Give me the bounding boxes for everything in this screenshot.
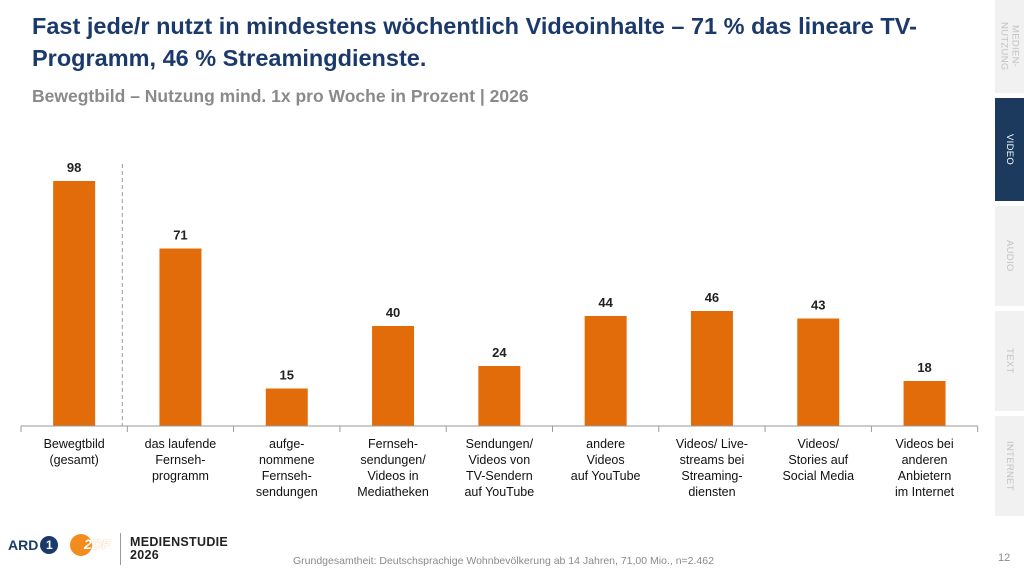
- nav-tab-label: MEDIEN- NUTZUNG: [998, 22, 1021, 71]
- nav-tab-label: INTERNET: [1004, 441, 1015, 491]
- bar: [797, 318, 840, 426]
- nav-tab-video[interactable]: VIDEO: [995, 98, 1024, 201]
- zdf-logo: 2DF: [70, 533, 110, 557]
- category-label: Sendungen/Videos von TV-Sendern auf YouTub…: [464, 437, 534, 499]
- data-label: 98: [67, 160, 81, 175]
- bar: [584, 316, 627, 426]
- data-label: 46: [705, 290, 719, 305]
- ard-logo-text: ARD: [8, 537, 39, 553]
- nav-tab-label: TEXT: [1004, 348, 1015, 374]
- data-label: 24: [492, 345, 507, 360]
- page-number: 12: [998, 552, 1011, 564]
- category-label: Videos bei anderen Anbietern im Internet: [895, 437, 955, 499]
- data-label: 43: [811, 298, 825, 313]
- brand-label: MEDIENSTUDIE 2026: [130, 536, 228, 562]
- category-label: Bewegtbild (gesamt): [44, 437, 105, 467]
- nav-tab-label: AUDIO: [1004, 240, 1015, 272]
- nav-tab-internet[interactable]: INTERNET: [995, 416, 1024, 516]
- bar: [478, 366, 521, 426]
- ard-one-icon: 1: [40, 536, 59, 554]
- nav-tab-mediennutzung[interactable]: MEDIEN- NUTZUNG: [995, 0, 1024, 93]
- bar: [690, 311, 733, 426]
- nav-tab-audio[interactable]: AUDIO: [995, 206, 1024, 306]
- source-note: Grundgesamtheit: Deutschsprachige Wohnbe…: [293, 555, 714, 567]
- bar-chart: 98 71 15 40 24 44 46 43 18 Bewegtbild (gesamt) das…: [20, 160, 979, 499]
- category-label: Videos/ Live-streams bei Streaming-dienst…: [676, 437, 748, 499]
- data-label: 71: [173, 228, 187, 243]
- bar: [53, 181, 96, 426]
- bar: [159, 248, 202, 426]
- category-label: Videos/Stories auf Social Media: [782, 437, 854, 483]
- ard-logo: ARD 1: [8, 536, 59, 554]
- bar: [903, 381, 946, 426]
- category-label: aufge-nommene Fernseh-sendungen: [256, 437, 318, 499]
- brand-line-1: MEDIENSTUDIE: [130, 535, 229, 549]
- bar: [372, 326, 415, 426]
- nav-tab-text[interactable]: TEXT: [995, 311, 1024, 411]
- zdf-logo-text: 2DF: [84, 536, 111, 552]
- category-label: andere Videos auf YouTube: [571, 437, 641, 483]
- page-subtitle: Bewegtbild – Nutzung mind. 1x pro Woche …: [32, 86, 529, 106]
- brand-line-2: 2026: [130, 548, 160, 562]
- category-label: das laufende Fernseh-programm: [145, 437, 217, 483]
- zdf-circle-icon: [70, 534, 92, 556]
- section-nav: MEDIEN- NUTZUNG VIDEO AUDIO TEXT INTERNE…: [995, 0, 1024, 520]
- data-label: 15: [280, 368, 294, 383]
- data-label: 44: [598, 295, 613, 310]
- bar: [265, 388, 308, 426]
- page-title: Fast jede/r nutzt in mindestens wöchentl…: [32, 13, 917, 71]
- data-label: 40: [386, 305, 400, 320]
- category-label: Fernseh-sendungen/Videos in Mediatheken: [357, 437, 429, 499]
- data-label: 18: [917, 360, 931, 375]
- nav-tab-label: VIDEO: [1004, 133, 1015, 166]
- footer-divider: [120, 533, 121, 565]
